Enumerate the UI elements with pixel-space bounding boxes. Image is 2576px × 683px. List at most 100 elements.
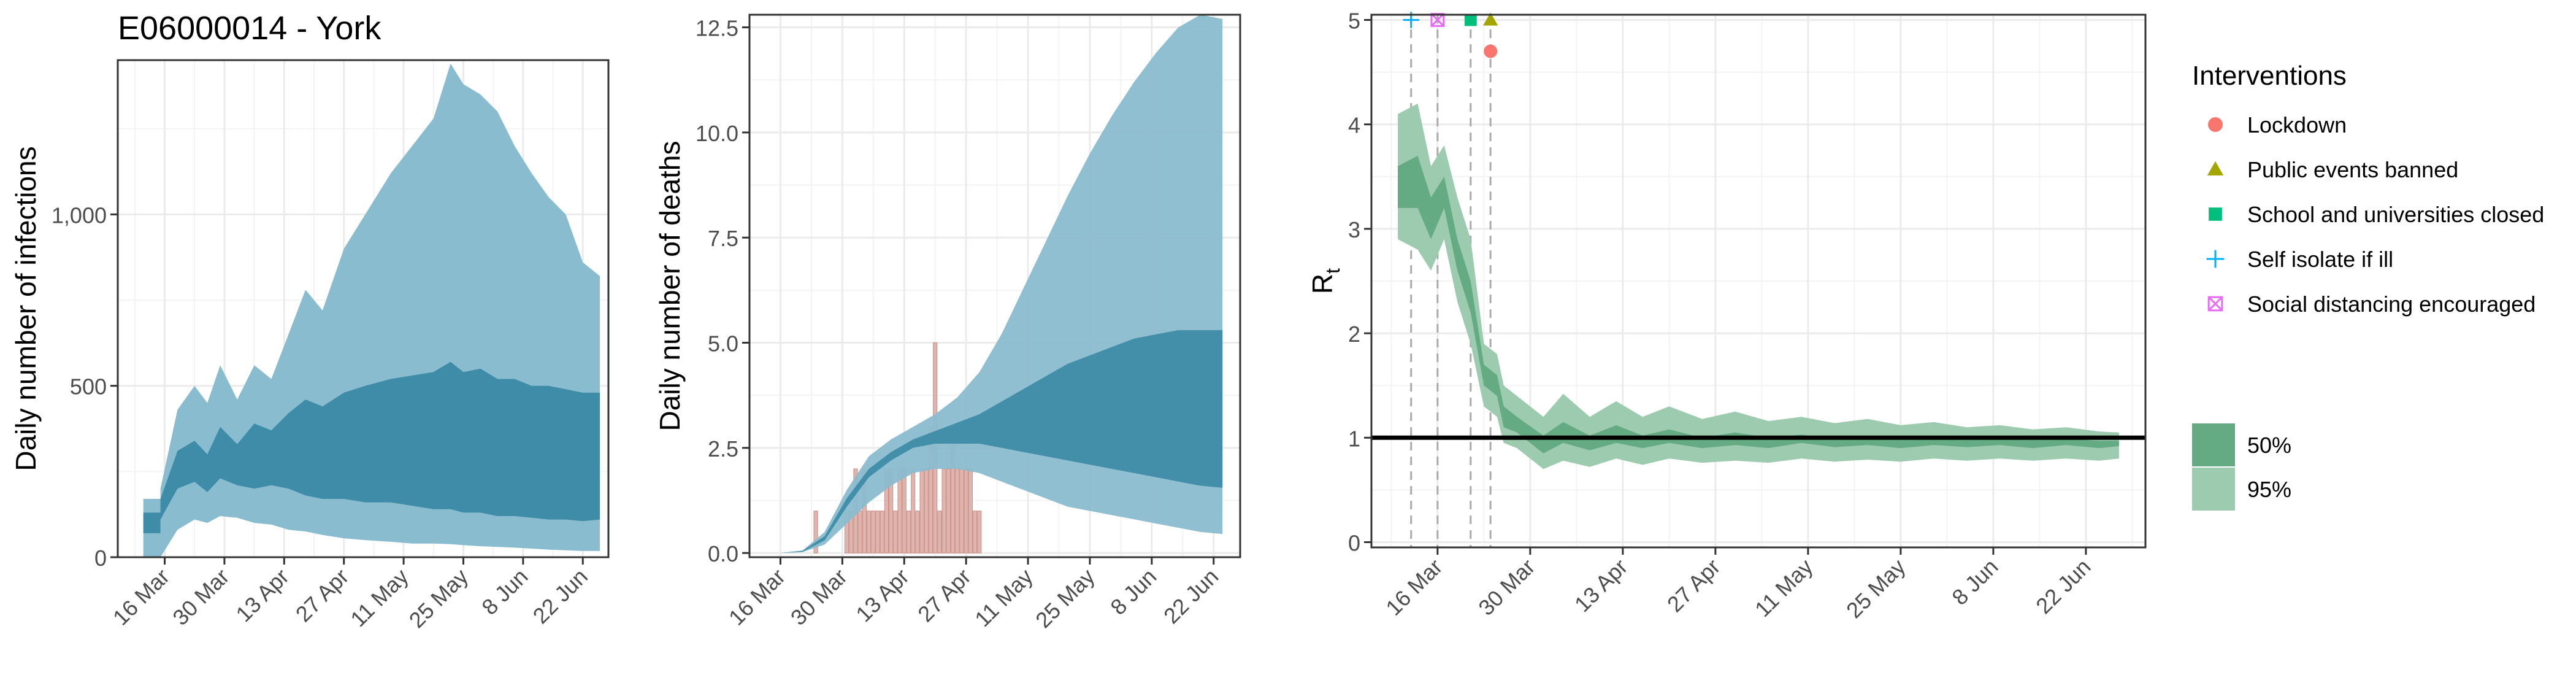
death-bar: [893, 511, 898, 554]
legend-label-lockdown: Lockdown: [2247, 112, 2347, 137]
legend-key-lockdown: [2208, 117, 2223, 132]
death-bar: [902, 468, 907, 554]
intervention-marker-events: [1483, 12, 1498, 26]
x-tick-label: 13 Apr: [851, 564, 914, 627]
ci-50-band: [143, 361, 600, 533]
legend: Interventions Lockdown Public events banne…: [2192, 61, 2544, 511]
x-tick-label: 25 May: [1841, 554, 1910, 623]
y-axis-label: Daily number of infections: [10, 146, 42, 471]
legend-key-schools: [2209, 207, 2222, 221]
y-tick-label: 1,000: [52, 203, 107, 228]
plot-area: [143, 63, 600, 557]
x-tick-label: 8 Jun: [1947, 554, 2003, 610]
x-tick-label: 8 Jun: [477, 564, 532, 620]
legend-ci-label: 50%: [2247, 433, 2291, 458]
y-axis-label: Daily number of deaths: [654, 141, 686, 431]
y-tick-label: 7.5: [708, 226, 738, 251]
y-tick-label: 5.0: [708, 331, 738, 357]
rt-panel: 0 1 2 3 4 5 16 Mar 30 Mar 13 Apr 27 Apr 11 May 25 M…: [1306, 9, 2147, 623]
death-bar: [946, 468, 951, 554]
x-tick-label: 16 Mar: [724, 564, 790, 630]
x-tick-label: 27 Apr: [913, 564, 976, 627]
death-bar: [968, 468, 973, 554]
y-tick-label: 1: [1348, 426, 1360, 451]
y-axis-label-text: Daily number of infections: [10, 146, 42, 471]
y-axis-label-subscript: t: [1322, 268, 1344, 274]
death-bar: [911, 468, 916, 554]
death-bar: [964, 468, 968, 554]
death-bar: [915, 511, 920, 554]
legend-key-events: [2207, 161, 2224, 176]
plot-area: [1371, 15, 2145, 547]
y-tick-label: 500: [70, 374, 107, 399]
death-bar: [955, 468, 960, 554]
x-tick-label: 27 Apr: [1662, 554, 1725, 617]
x-tick-label: 11 May: [345, 564, 413, 632]
y-tick-label: 3: [1348, 217, 1360, 242]
death-bar: [880, 511, 884, 554]
y-tick-label: 2.5: [708, 436, 738, 461]
death-bar: [813, 511, 818, 554]
intervention-marker-lockdown: [1484, 44, 1498, 58]
legend-label-events: Public events banned: [2247, 157, 2458, 182]
x-tick-label: 30 Mar: [786, 564, 852, 630]
y-tick-label: 0.0: [708, 541, 738, 566]
x-tick-label: 8 Jun: [1105, 564, 1161, 620]
death-bar: [941, 468, 946, 554]
y-tick-label: 5: [1348, 9, 1360, 34]
intervention-markers: [1403, 12, 1498, 58]
x-tick-label: 13 Apr: [1570, 554, 1633, 617]
legend-title: Interventions: [2192, 61, 2347, 91]
x-tick-label: 25 May: [404, 564, 473, 633]
death-bar: [857, 511, 862, 554]
legend-label-selfisolate: Self isolate if ill: [2247, 247, 2393, 272]
ci-95-band: [1398, 103, 2119, 469]
legend-key-distancing: [2207, 296, 2223, 312]
x-tick-label: 22 Jun: [1159, 564, 1223, 628]
x-tick-label: 22 Jun: [2031, 554, 2095, 619]
death-bar: [867, 511, 872, 554]
death-bar: [897, 468, 902, 554]
death-bar: [973, 511, 978, 554]
death-bar: [924, 468, 929, 554]
x-tick-label: 16 Mar: [108, 564, 174, 630]
plot-area: [780, 15, 1223, 554]
x-tick-label: 22 Jun: [527, 564, 592, 628]
y-axis-label-text: Daily number of deaths: [654, 141, 686, 431]
y-axis-label: Rt: [1306, 268, 1344, 294]
x-tick-label: 25 May: [1030, 564, 1099, 633]
intervention-marker-schools: [1464, 14, 1477, 26]
x-tick-label: 13 Apr: [231, 564, 294, 627]
legend-ci-swatch: [2192, 468, 2235, 511]
intervention-marker-distancing: [1430, 13, 1445, 27]
legend-label-schools: School and universities closed: [2247, 202, 2544, 227]
death-bar: [937, 511, 942, 554]
y-tick-label: 12.5: [696, 16, 738, 41]
legend-key-selfisolate: [2206, 250, 2225, 268]
legend-ci-swatch: [2192, 423, 2235, 466]
x-tick-label: 30 Mar: [1473, 554, 1539, 620]
death-bar: [959, 468, 964, 554]
y-axis: 0 500 1,000: [52, 203, 118, 571]
x-tick-label: 30 Mar: [167, 564, 234, 630]
death-bar: [871, 511, 876, 554]
y-axis: 0.0 2.5 5.0 7.5 10.0 12.5: [696, 16, 749, 566]
death-bar: [977, 511, 982, 554]
legend-ci-label: 95%: [2247, 477, 2291, 502]
death-bar: [919, 468, 924, 554]
death-bar: [906, 511, 911, 554]
x-tick-label: 11 May: [1750, 554, 1818, 622]
panel-border: [748, 14, 1241, 558]
death-bar: [875, 511, 880, 554]
y-tick-label: 0: [94, 546, 107, 571]
y-tick-label: 4: [1348, 113, 1360, 138]
y-axis-label-text: R: [1306, 274, 1338, 294]
x-tick-label: 11 May: [970, 564, 1038, 632]
y-tick-label: 10.0: [696, 121, 738, 146]
ci-50-band: [780, 330, 1223, 554]
